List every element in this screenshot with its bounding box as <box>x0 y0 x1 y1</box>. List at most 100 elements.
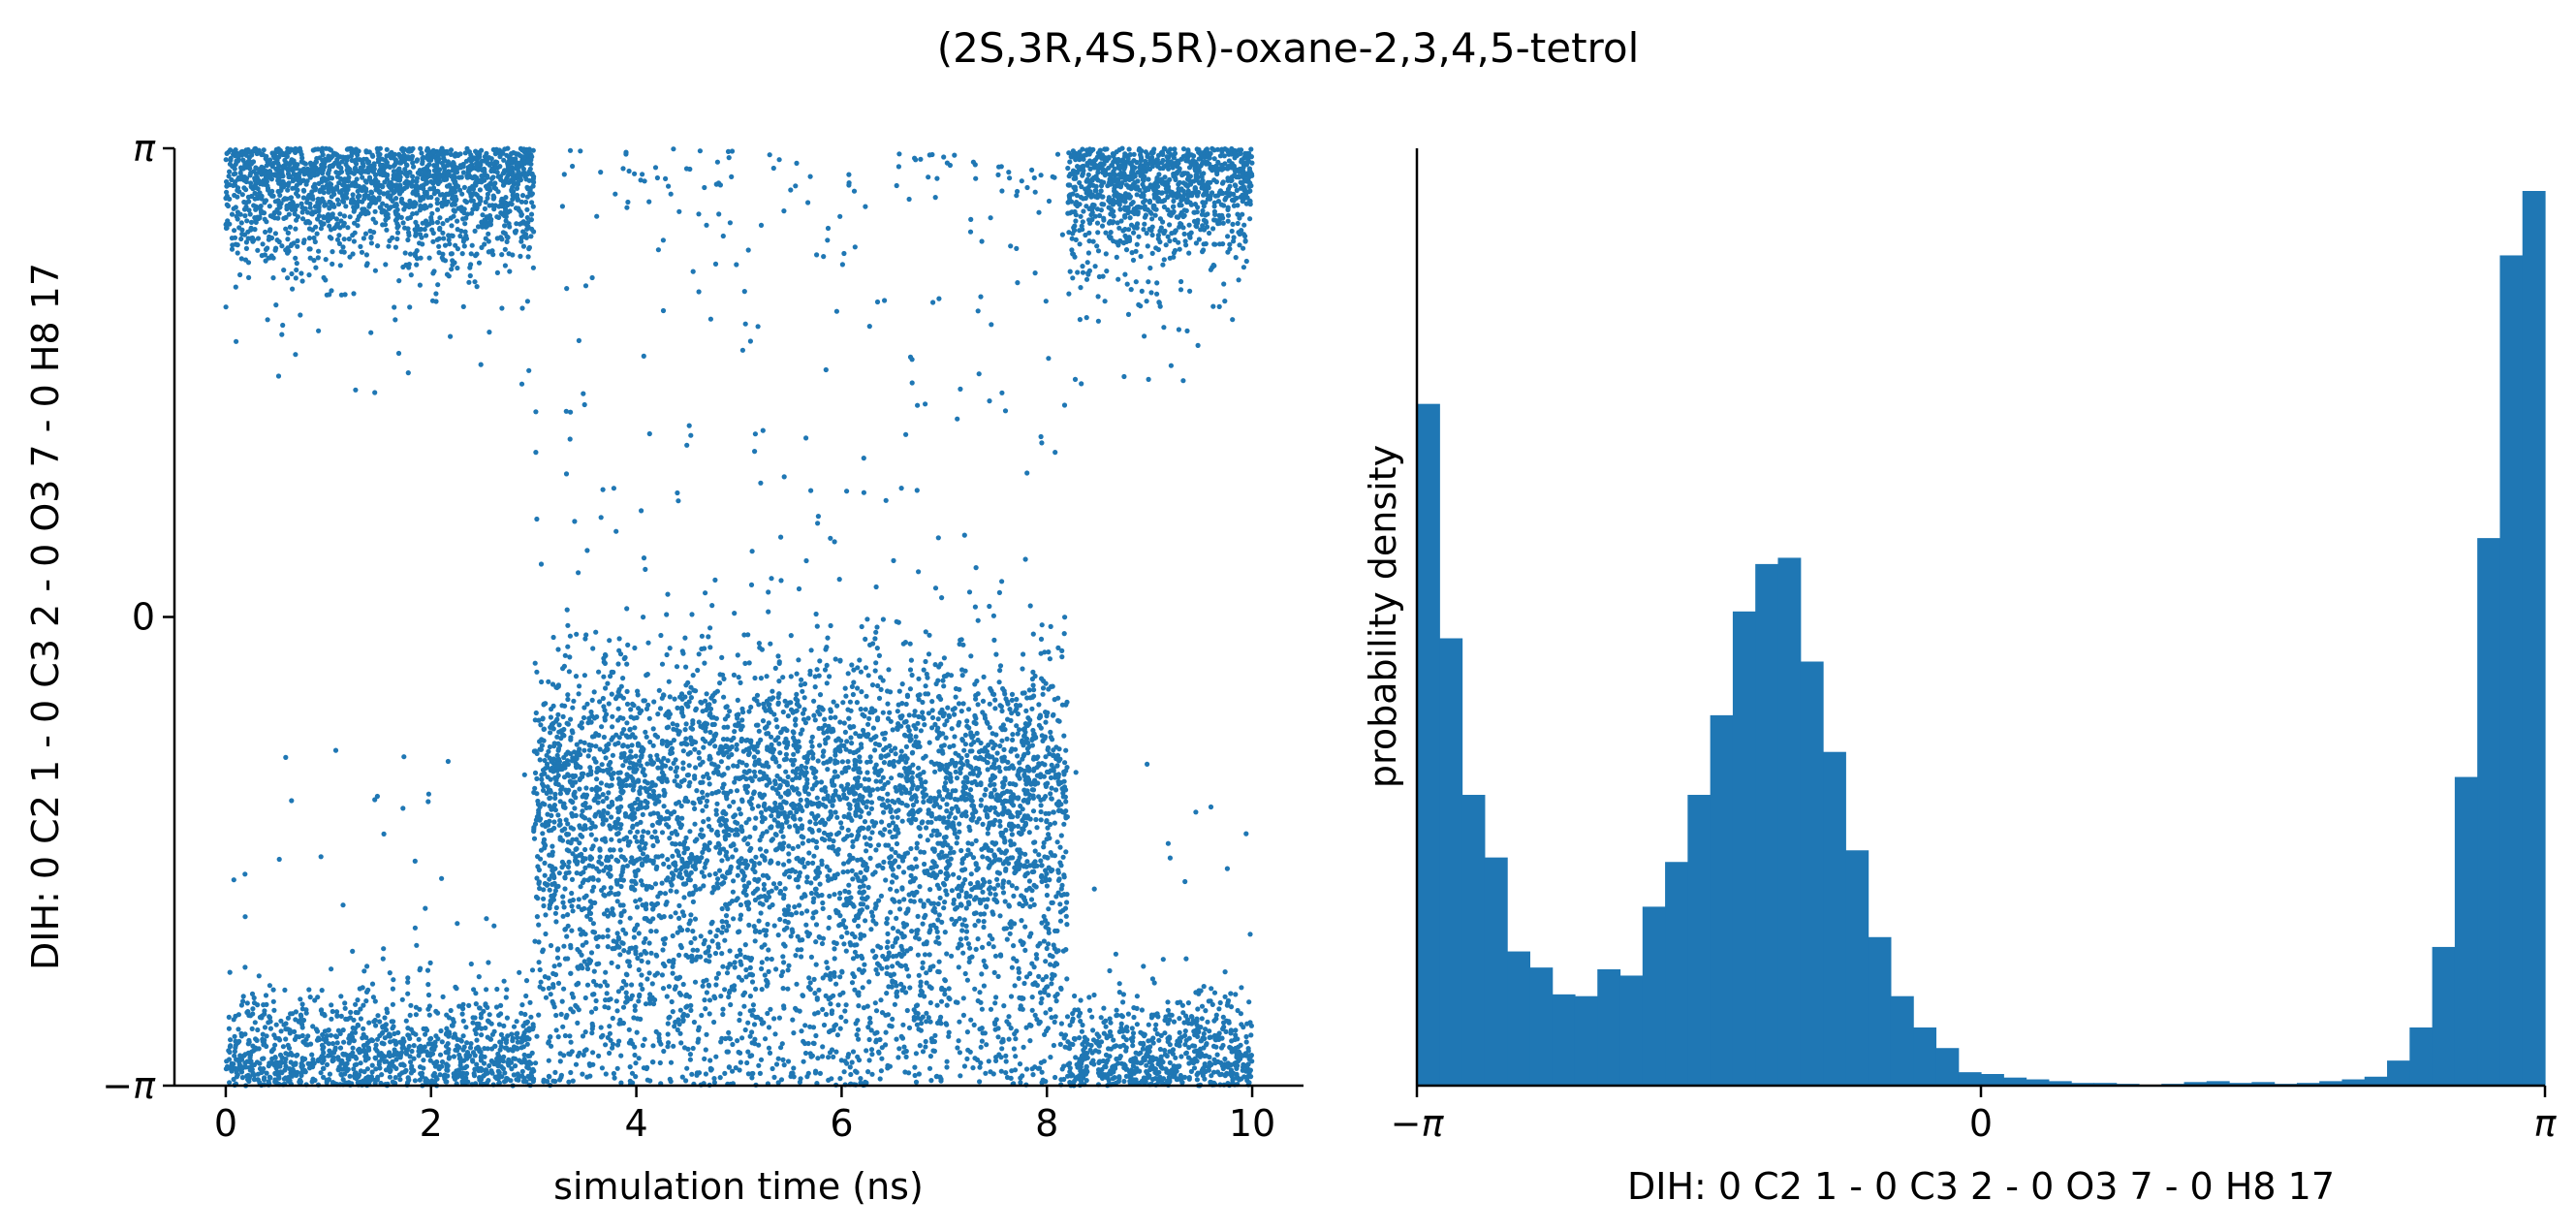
scatter-point <box>418 1043 424 1049</box>
scatter-point <box>707 1058 713 1063</box>
scatter-point <box>475 149 482 156</box>
scatter-point <box>380 1024 386 1029</box>
scatter-point <box>1023 708 1029 714</box>
scatter-point <box>994 876 1000 882</box>
scatter-point <box>878 753 884 759</box>
scatter-point <box>556 962 562 967</box>
scatter-point <box>332 1045 338 1051</box>
scatter-point <box>484 1067 489 1073</box>
scatter-point <box>381 191 387 197</box>
scatter-point <box>439 192 446 198</box>
scatter-point <box>460 1018 466 1024</box>
scatter-point <box>283 1051 289 1057</box>
scatter-point <box>355 997 361 1003</box>
scatter-point <box>529 967 536 973</box>
scatter-point <box>501 1023 507 1028</box>
scatter-point <box>976 816 982 822</box>
scatter-point <box>308 210 314 216</box>
scatter-point <box>449 267 455 272</box>
scatter-point <box>329 288 334 294</box>
scatter-point <box>794 981 800 987</box>
scatter-point <box>487 162 492 168</box>
scatter-point <box>476 178 482 185</box>
scatter-point <box>997 668 1003 674</box>
scatter-point <box>440 221 446 227</box>
scatter-point <box>721 880 727 886</box>
scatter-point <box>250 1011 256 1017</box>
scatter-point <box>864 693 869 699</box>
scatter-point <box>553 1012 559 1019</box>
scatter-point <box>346 166 352 172</box>
scatter-point <box>570 908 576 914</box>
scatter-point <box>753 986 759 993</box>
scatter-point <box>670 853 675 859</box>
scatter-point <box>890 727 895 733</box>
scatter-point <box>883 744 889 750</box>
scatter-point <box>734 746 739 752</box>
scatter-point <box>371 1019 377 1025</box>
scatter-point <box>387 970 393 976</box>
scatter-point <box>851 679 857 685</box>
scatter-point <box>235 216 240 222</box>
scatter-point <box>226 1026 232 1031</box>
scatter-point <box>841 720 847 726</box>
scatter-point <box>580 808 585 814</box>
scatter-point <box>448 1007 454 1014</box>
scatter-point <box>511 1024 518 1029</box>
scatter-point <box>1034 825 1040 831</box>
scatter-point <box>330 202 336 207</box>
scatter-point <box>861 456 866 461</box>
scatter-point <box>504 1075 510 1082</box>
scatter-point <box>816 987 822 993</box>
scatter-point <box>866 1036 872 1043</box>
scatter-point <box>457 233 463 239</box>
scatter-point <box>351 171 357 176</box>
scatter-point <box>719 1035 725 1041</box>
scatter-point <box>515 1034 520 1041</box>
scatter-point <box>350 948 356 955</box>
scatter-point <box>702 660 707 666</box>
scatter-point <box>363 148 369 154</box>
scatter-point <box>301 237 307 243</box>
scatter-point <box>257 1060 263 1066</box>
scatter-point <box>941 683 947 689</box>
scatter-point <box>430 238 436 244</box>
scatter-point <box>894 888 899 894</box>
scatter-point <box>267 204 272 209</box>
scatter-point <box>683 682 689 688</box>
scatter-point <box>857 657 863 663</box>
scatter-point <box>791 1065 797 1071</box>
scatter-point <box>355 1080 361 1086</box>
scatter-point <box>248 161 254 167</box>
scatter-point <box>386 1033 392 1039</box>
scatter-point <box>303 181 309 187</box>
scatter-point <box>460 161 466 168</box>
scatter-point <box>242 1052 248 1058</box>
scatter-point <box>431 269 437 274</box>
scatter-point <box>644 706 650 712</box>
scatter-point <box>609 837 614 842</box>
scatter-point <box>321 190 327 196</box>
scatter-point <box>450 1017 456 1023</box>
scatter-point <box>521 1052 527 1058</box>
scatter-point <box>288 146 294 152</box>
scatter-point <box>472 1053 478 1058</box>
scatter-point <box>330 1041 336 1047</box>
scatter-point <box>329 966 334 972</box>
scatter-point <box>405 975 411 981</box>
scatter-point <box>407 251 414 257</box>
scatter-point <box>405 226 411 232</box>
scatter-point <box>498 203 504 208</box>
scatter-point <box>383 262 389 268</box>
scatter-point <box>885 791 891 797</box>
scatter-point <box>540 949 546 955</box>
scatter-point <box>347 1073 353 1079</box>
scatter-point <box>528 211 535 217</box>
scatter-point <box>629 855 635 861</box>
scatter-point <box>1008 1026 1014 1031</box>
scatter-point <box>298 1063 304 1069</box>
scatter-point <box>446 162 452 168</box>
scatter-point <box>402 250 408 256</box>
scatter-point <box>731 916 737 922</box>
scatter-point <box>272 231 278 237</box>
